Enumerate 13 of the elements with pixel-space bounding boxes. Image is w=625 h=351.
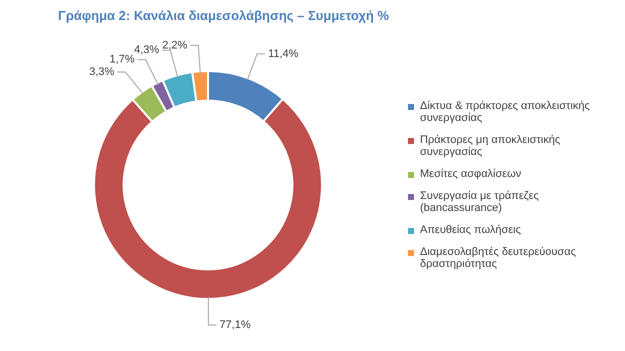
legend-label: Διαμεσολαβητές δευτερεύουσας δραστηριότητας <box>420 246 577 270</box>
data-label: 4,3% <box>134 44 160 56</box>
data-label: 1,7% <box>110 54 135 66</box>
data-label: 77,1% <box>219 319 251 332</box>
legend-label: Δίκτυα & πράκτορες αποκλειστικής συνεργασίας <box>420 100 591 124</box>
legend-label: Συνεργασία με τράπεζες (bancassurance) <box>420 190 540 214</box>
data-label: 11,4% <box>268 48 299 60</box>
data-label: 3,3% <box>89 66 115 78</box>
chart-title: Γράφημα 2: Κανάλια διαμεσολάβησης – Συμμετοχή % <box>58 8 390 25</box>
legend-label: Μεσίτες ασφαλίσεων <box>420 168 522 180</box>
legend-label: Απευθείας πωλήσεις <box>420 224 521 236</box>
data-label: 2,2% <box>162 39 188 52</box>
legend-label: Πράκτορες μη αποκλειστικής συνεργασίας <box>420 134 562 158</box>
